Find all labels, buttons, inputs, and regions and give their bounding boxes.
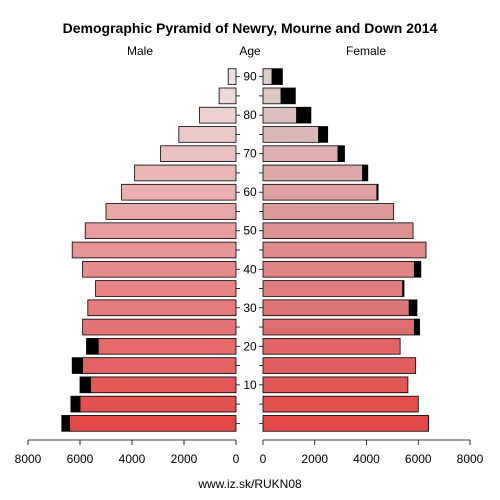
male-bar-55-59	[105, 203, 237, 220]
age-tick-label: 20	[243, 339, 257, 353]
female-bar-15-19	[262, 357, 417, 374]
female-excess-70-74	[337, 145, 345, 162]
x-tick-label: 6000	[405, 452, 432, 466]
male-bar-70-74	[160, 145, 237, 162]
male-header: Male	[127, 44, 153, 58]
female-bar-10-14	[262, 376, 409, 394]
x-tick-label: 2000	[301, 452, 328, 466]
male-bar-90+	[227, 68, 237, 85]
female-bar-20-24	[262, 338, 401, 355]
male-bar-60-64	[121, 183, 237, 201]
female-excess-40-44	[413, 260, 422, 278]
male-excess-10-14	[79, 376, 91, 394]
male-bar-20-24	[97, 338, 237, 355]
age-axis: 10 20 30 40 50 60 70 80 90	[236, 70, 263, 424]
age-tick-label: 30	[243, 301, 257, 315]
male-excess-5-9	[70, 395, 81, 413]
female-bar-75-79	[262, 126, 320, 143]
female-excess-60-64	[376, 183, 379, 201]
chart-title: Demographic Pyramid of Newry, Mourne and…	[63, 20, 438, 36]
age-tick-label: 10	[243, 378, 257, 392]
male-bar-75-79	[178, 126, 237, 143]
male-bars	[61, 68, 237, 432]
male-excess-0-4	[61, 415, 70, 432]
x-tick-label: 0	[233, 452, 240, 466]
female-excess-85-89	[280, 87, 296, 105]
female-bar-5-9	[262, 395, 419, 413]
female-bar-25-29	[262, 318, 415, 336]
x-tick-label: 4000	[119, 452, 146, 466]
female-bar-35-39	[262, 280, 404, 297]
female-bars	[262, 68, 430, 432]
female-x-axis: 0 2000 4000 6000 8000	[260, 439, 484, 466]
x-tick-label: 8000	[15, 452, 42, 466]
age-tick-label: 80	[243, 108, 257, 122]
female-bar-85-89	[262, 87, 282, 105]
female-excess-80-84	[296, 106, 312, 124]
male-bar-50-54	[84, 222, 237, 240]
male-x-axis: 8000 6000 4000 2000 0	[15, 439, 240, 466]
male-bar-35-39	[95, 280, 237, 297]
female-bar-55-59	[262, 203, 395, 220]
male-excess-15-19	[71, 357, 83, 374]
x-tick-label: 6000	[67, 452, 94, 466]
female-bar-80-84	[262, 106, 298, 124]
x-tick-label: 2000	[171, 452, 198, 466]
age-tick-label: 50	[243, 224, 257, 238]
female-excess-25-29	[413, 318, 420, 336]
female-excess-35-39	[402, 280, 405, 297]
age-header: Age	[239, 44, 261, 58]
source-label: www.iz.sk/RUKN08	[197, 477, 302, 491]
female-bar-50-54	[262, 222, 414, 240]
female-bar-30-34	[262, 299, 410, 317]
female-bar-65-69	[262, 164, 364, 182]
female-excess-65-69	[362, 164, 369, 182]
x-tick-label: 8000	[457, 452, 484, 466]
female-bar-0-4	[262, 415, 430, 432]
male-excess-20-24	[86, 338, 99, 355]
age-tick-label: 70	[243, 147, 257, 161]
male-bar-25-29	[82, 318, 237, 336]
female-excess-75-79	[318, 126, 329, 143]
female-bar-90+	[262, 68, 273, 85]
female-bar-45-49	[262, 241, 427, 259]
female-excess-30-34	[408, 299, 418, 317]
male-bar-45-49	[71, 241, 237, 259]
male-bar-5-9	[79, 395, 237, 413]
male-bar-65-69	[134, 164, 237, 182]
male-bar-15-19	[82, 357, 237, 374]
male-bar-80-84	[199, 106, 237, 124]
age-tick-label: 60	[243, 185, 257, 199]
female-bar-60-64	[262, 183, 378, 201]
female-bar-40-44	[262, 260, 415, 278]
age-tick-label: 40	[243, 262, 257, 276]
x-tick-label: 0	[260, 452, 267, 466]
male-bar-10-14	[90, 376, 237, 394]
age-tick-label: 90	[243, 70, 257, 84]
male-bar-30-34	[87, 299, 237, 317]
male-bar-85-89	[218, 87, 237, 105]
male-bar-40-44	[82, 260, 237, 278]
female-bar-70-74	[262, 145, 339, 162]
male-bar-0-4	[69, 415, 237, 432]
female-excess-90+	[271, 68, 283, 85]
x-tick-label: 4000	[353, 452, 380, 466]
female-header: Female	[346, 44, 386, 58]
